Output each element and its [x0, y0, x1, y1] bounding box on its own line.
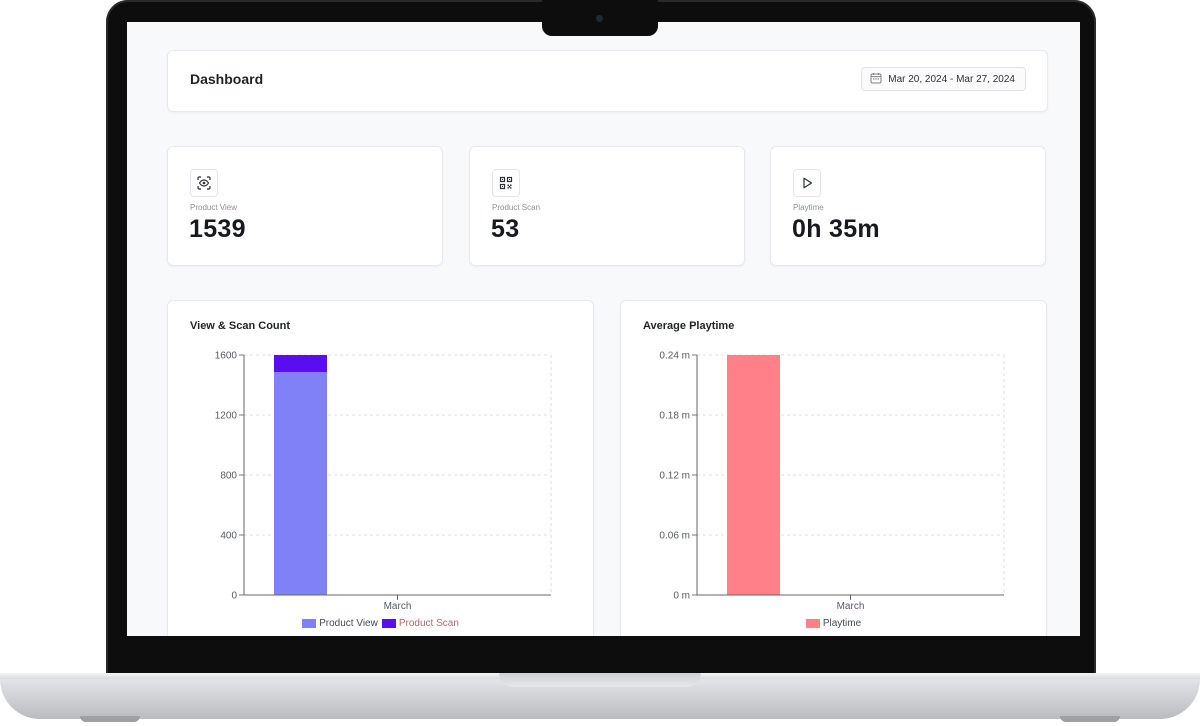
- laptop-opening-groove: [499, 673, 701, 687]
- date-range-text: Mar 20, 2024 - Mar 27, 2024: [888, 73, 1015, 85]
- y-tick-label: 0.12 m: [659, 471, 690, 482]
- calendar-icon: [870, 72, 882, 87]
- chart-title: Average Playtime: [643, 320, 735, 332]
- header-bar: Dashboard Mar 20, 2024 - Mar 27, 2024: [167, 50, 1048, 112]
- camera-icon: [596, 15, 603, 22]
- legend-swatch: [302, 619, 317, 628]
- y-tick-label: 1200: [215, 411, 238, 422]
- chart-title: View & Scan Count: [190, 320, 291, 332]
- y-tick-label: 400: [220, 531, 237, 542]
- stat-card-playtime: Playtime 0h 35m: [770, 146, 1046, 266]
- legend-item-product-view[interactable]: Product View: [302, 618, 378, 629]
- stat-label: Product View: [190, 203, 237, 212]
- legend-item-playtime[interactable]: Playtime: [805, 618, 862, 629]
- view-scan-count-chart: View & Scan Count 0 400 800 1200 1600 March P…: [167, 300, 594, 636]
- page-title: Dashboard: [190, 71, 264, 87]
- laptop-foot: [80, 716, 140, 722]
- legend-swatch: [381, 619, 396, 628]
- legend-label: Playtime: [822, 618, 862, 629]
- y-tick-label: 0.24 m: [659, 351, 690, 362]
- date-range-picker[interactable]: Mar 20, 2024 - Mar 27, 2024: [861, 67, 1026, 91]
- average-playtime-chart: Average Playtime 0 m 0.06 m 0.12 m 0.18 m 0.…: [620, 300, 1047, 636]
- bar-playtime: [727, 355, 780, 595]
- stat-value: 0h 35m: [792, 215, 880, 243]
- eye-scan-icon: [190, 169, 218, 197]
- bar-product-view: [274, 372, 327, 595]
- stat-card-product-view: Product View 1539: [167, 146, 443, 266]
- chart-legend: Playtime: [621, 618, 1046, 629]
- legend-label: Product Scan: [398, 618, 459, 629]
- y-tick-label: 0.06 m: [659, 531, 690, 542]
- stat-card-product-scan: Product Scan 53: [469, 146, 745, 266]
- bar-product-scan: [274, 355, 327, 373]
- y-tick-label: 0: [231, 591, 237, 602]
- stat-label: Product Scan: [492, 203, 541, 212]
- chart-legend: Product View Product Scan: [168, 618, 593, 629]
- chart-plot: 0 400 800 1200 1600 March: [215, 351, 552, 612]
- stat-label: Playtime: [793, 203, 824, 212]
- y-tick-label: 0.18 m: [659, 411, 690, 422]
- y-tick-label: 800: [220, 471, 237, 482]
- stat-value: 1539: [189, 215, 246, 243]
- y-tick-label: 0 m: [673, 591, 690, 602]
- legend-swatch: [805, 619, 820, 628]
- legend-item-product-scan[interactable]: Product Scan: [381, 618, 459, 629]
- legend-label: Product View: [319, 618, 378, 629]
- stat-value: 53: [491, 215, 520, 243]
- y-tick-label: 1600: [215, 351, 238, 362]
- chart-plot: 0 m 0.06 m 0.12 m 0.18 m 0.24 m March: [659, 351, 1005, 612]
- x-tick-label: March: [837, 601, 865, 612]
- app-screen: Dashboard Mar 20, 2024 - Mar 27, 2024 Pr…: [127, 22, 1080, 636]
- laptop-foot: [1060, 716, 1120, 722]
- x-tick-label: March: [384, 601, 412, 612]
- qr-code-icon: [492, 169, 520, 197]
- play-icon: [793, 169, 821, 197]
